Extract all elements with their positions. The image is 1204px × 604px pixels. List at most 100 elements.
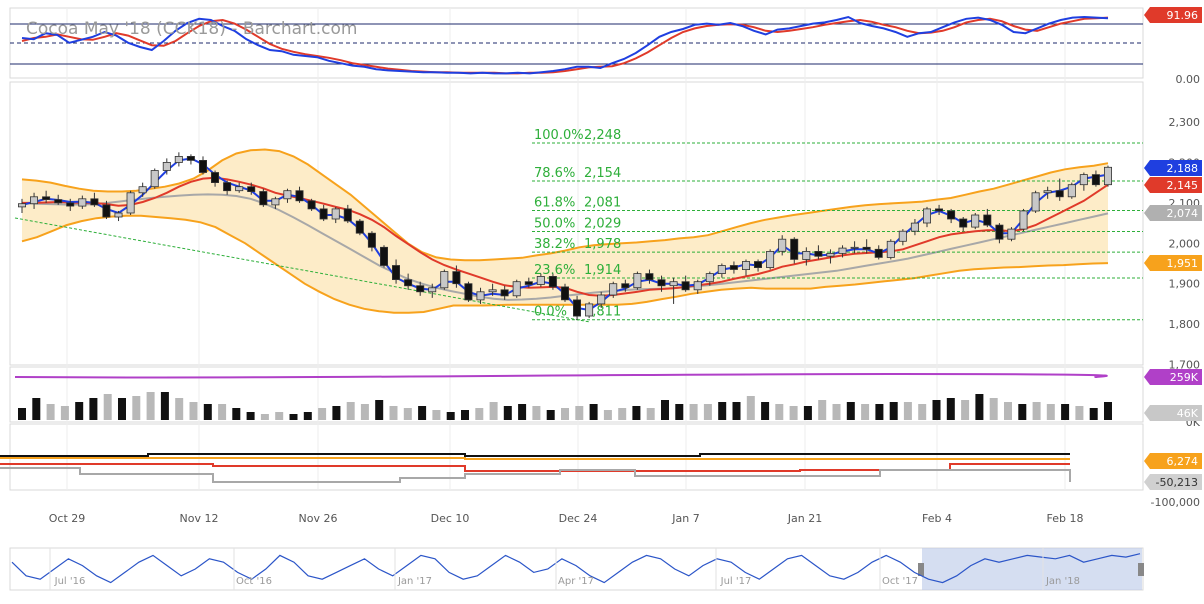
candle-body — [29, 196, 38, 205]
volume-bar — [661, 400, 669, 420]
x-axis-label: Dec 24 — [559, 512, 598, 525]
volume-bar — [832, 404, 841, 420]
volume-tag-text: 46K — [1177, 407, 1199, 420]
ma-slow-tag: 2,145 — [1144, 177, 1202, 193]
candle-body — [621, 283, 630, 289]
navigator-handle-left[interactable] — [918, 563, 924, 576]
volume-average-line — [14, 372, 1108, 379]
candle-body — [766, 250, 775, 268]
candle-body — [138, 186, 147, 194]
navigator-line — [11, 553, 1141, 584]
navigator-series: Jul '16 Oct '16 Jan '17 Apr '17 Jul '17 Oct '… — [11, 548, 1141, 590]
volume-bar — [146, 392, 155, 420]
navigator-label: Jul '17 — [720, 576, 752, 587]
price-tick: 1,700 — [1169, 359, 1201, 372]
candle-body — [1091, 174, 1100, 186]
x-axis-label: Feb 4 — [922, 512, 952, 525]
candle-body — [355, 220, 364, 234]
volume-bar — [1089, 408, 1098, 420]
volume-bar — [746, 396, 755, 420]
volume-tag: 46K — [1144, 405, 1202, 421]
x-axis-label: Oct 29 — [49, 512, 86, 525]
price-tick: 1,800 — [1169, 318, 1201, 331]
volume-bar — [575, 406, 584, 420]
bb-lower-tag: 1,951 — [1144, 255, 1202, 271]
volume-tag-bg — [1144, 405, 1202, 421]
candle-body — [536, 275, 545, 285]
volume-bar — [1032, 402, 1041, 420]
volume-bar — [232, 408, 241, 420]
candle-body — [754, 261, 763, 268]
candle-body — [259, 191, 268, 206]
volume-average-tag-bg — [1144, 369, 1202, 385]
volume-average-tag: 259K — [1144, 369, 1202, 385]
candle-body — [609, 283, 618, 296]
cot-lines — [0, 453, 1071, 483]
candle-body — [561, 286, 570, 301]
candle-body — [1104, 166, 1113, 186]
navigator-handle-right[interactable] — [1138, 563, 1144, 576]
candle-body — [838, 247, 847, 254]
volume-bar — [175, 398, 184, 420]
candle-body — [898, 230, 907, 242]
volume-bar — [318, 408, 327, 420]
navigator-label: Jan '18 — [1045, 576, 1080, 587]
trend-line — [14, 217, 591, 323]
fib-level-label: 61.8% — [534, 196, 575, 211]
volume-bar — [389, 406, 398, 420]
price-tick: 2,300 — [1169, 116, 1201, 129]
volume-average-tag-text: 259K — [1170, 371, 1199, 384]
volume-bar — [918, 404, 927, 420]
candle-body — [862, 246, 871, 250]
volume-bar — [1004, 402, 1012, 420]
candle-body — [476, 291, 485, 301]
volume-bar — [503, 406, 512, 420]
volume-bar — [975, 394, 984, 420]
stochastic-k-line — [21, 15, 1109, 75]
candle-body — [886, 240, 895, 258]
bollinger-fill — [22, 149, 1108, 313]
navigator-label: Oct '17 — [882, 576, 918, 587]
candle-body — [850, 246, 859, 249]
y-axis-ticks: 2,3002,2002,1002,0001,9001,8001,7000.000… — [1151, 73, 1201, 509]
candle-body — [645, 273, 654, 281]
candle-body — [210, 172, 219, 184]
candle-body — [1067, 184, 1076, 198]
candle-body — [162, 161, 171, 171]
candle-body — [729, 265, 738, 270]
candle-body — [585, 303, 594, 317]
volume-bar — [289, 414, 298, 420]
volume-bar — [260, 414, 269, 420]
volume-bar — [189, 402, 198, 420]
cot-small-line — [0, 457, 1070, 460]
x-axis-label: Nov 12 — [180, 512, 219, 525]
candle-body — [790, 238, 799, 260]
bb-lower-tag-bg — [1144, 255, 1202, 271]
navigator-label: Jan '17 — [397, 576, 432, 587]
candle-body — [826, 252, 835, 257]
volume-bar — [903, 402, 912, 420]
volume-bar — [75, 402, 84, 420]
candle-body — [331, 208, 340, 220]
candle-body — [367, 232, 376, 248]
candle-body — [1079, 174, 1088, 186]
x-axis-labels: Oct 29 Nov 12 Nov 26 Dec 10 Dec 24 Jan 7 Jan 2… — [49, 512, 1084, 525]
cot-other-line — [0, 467, 1071, 483]
fib-level-label: 100.0% — [534, 128, 584, 143]
candle-body — [548, 275, 557, 288]
volume-bar — [432, 410, 441, 420]
candle-body — [524, 281, 533, 285]
candle-body — [971, 214, 980, 228]
candle-body — [947, 210, 956, 220]
candle-body — [935, 208, 944, 212]
volume-bar — [1018, 404, 1027, 420]
candle-body — [126, 192, 135, 214]
volume-bar — [160, 392, 169, 420]
fibonacci-levels: 100.0% 2,248 78.6% 2,154 61.8% 2,081 50.0% 2,02… — [532, 128, 1143, 321]
volume-bar — [1061, 404, 1070, 420]
candle-body — [874, 248, 883, 258]
navigator-label: Jul '16 — [54, 576, 86, 587]
cot-other-tag: -50,213 — [1144, 474, 1202, 490]
navigator-window[interactable] — [922, 548, 1142, 590]
volume-bar — [446, 412, 455, 420]
